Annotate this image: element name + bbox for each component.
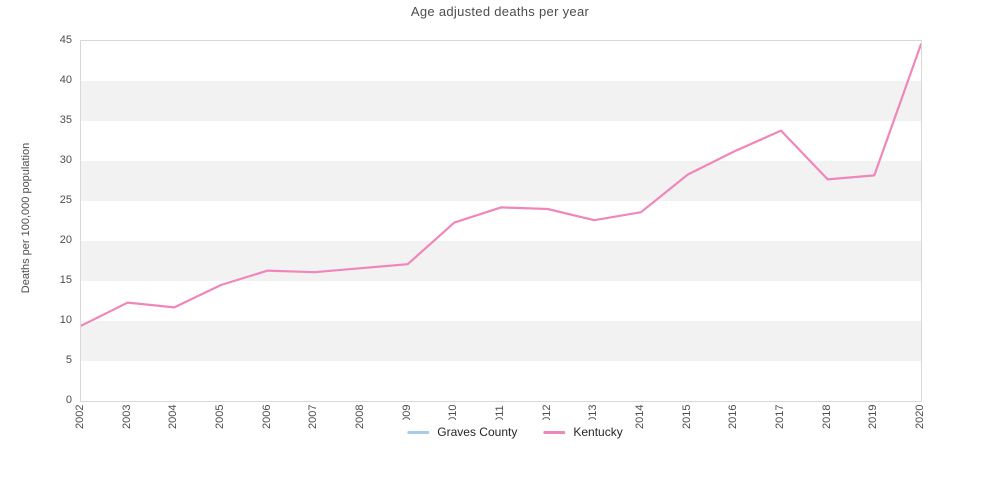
y-tick-label: 0: [65, 394, 72, 406]
legend-label-kentucky: Kentucky: [573, 425, 623, 439]
y-tick-label: 35: [59, 114, 72, 126]
plot-band: [81, 241, 921, 281]
plot-band: [81, 321, 921, 361]
x-tick-label: 2019: [867, 405, 880, 430]
x-tick-label: 2020: [914, 405, 926, 430]
x-tick-label: 2002: [74, 405, 86, 430]
y-tick-label: 30: [59, 154, 72, 166]
plot-band: [81, 161, 921, 201]
plot-band: [81, 41, 921, 81]
x-tick-label: 2015: [680, 405, 693, 430]
plot-area: [80, 40, 922, 402]
series-lines: [81, 43, 921, 327]
plot-bands: [81, 41, 921, 401]
legend: Graves County Kentucky: [395, 420, 635, 444]
y-tick-label: 10: [59, 314, 72, 326]
y-tick-label: 25: [59, 194, 72, 206]
x-tick-label: 2005: [214, 405, 226, 430]
x-tick-label: 2006: [260, 405, 273, 430]
legend-item-graves-county: Graves County: [407, 425, 517, 439]
y-tick-label: 20: [59, 234, 72, 246]
x-tick-label: 2017: [774, 405, 786, 430]
y-axis-label: Deaths per 100,000 population: [20, 142, 32, 294]
plot-band: [81, 361, 921, 401]
y-tick-label: 5: [65, 354, 72, 366]
x-tick-label: 2003: [120, 405, 133, 430]
x-tick-label: 2004: [167, 405, 180, 430]
x-tick-label: 2008: [354, 405, 366, 430]
x-tick-label: 2007: [307, 405, 320, 430]
plot-band: [81, 281, 921, 321]
legend-label-graves-county: Graves County: [437, 425, 518, 439]
plot-band: [81, 121, 921, 161]
x-tick-label: 2018: [820, 405, 833, 430]
legend-item-kentucky: Kentucky: [543, 425, 623, 439]
chart-title: Age adjusted deaths per year: [410, 4, 590, 19]
x-tick-label: 2016: [727, 405, 740, 430]
kentucky-line-swatch: [543, 430, 566, 434]
plot-band: [81, 81, 921, 121]
y-tick-label: 45: [59, 34, 72, 46]
y-tick-label: 15: [59, 274, 72, 286]
kentucky-line: [81, 43, 921, 327]
y-tick-label: 40: [59, 74, 72, 86]
graves-county-line-swatch: [407, 430, 430, 434]
